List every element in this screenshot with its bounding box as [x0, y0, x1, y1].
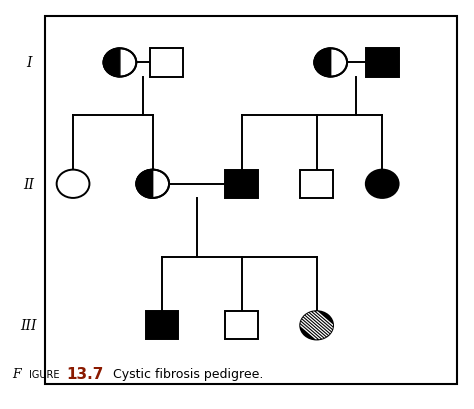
Bar [366, 49, 399, 77]
Bar [146, 311, 178, 339]
Circle shape [137, 170, 169, 198]
Bar [300, 170, 333, 198]
Text: 13.7: 13.7 [66, 366, 103, 382]
Circle shape [300, 311, 333, 339]
Bar [150, 49, 183, 77]
Text: IGURE: IGURE [28, 369, 59, 379]
Circle shape [314, 49, 347, 77]
Circle shape [57, 170, 90, 198]
Text: F: F [12, 367, 21, 380]
Text: I: I [26, 56, 31, 70]
Circle shape [366, 170, 399, 198]
Bar [225, 170, 258, 198]
Polygon shape [103, 49, 120, 77]
Text: II: II [23, 178, 34, 191]
Text: III: III [20, 319, 37, 333]
FancyBboxPatch shape [45, 17, 457, 384]
Text: Cystic fibrosis pedigree.: Cystic fibrosis pedigree. [113, 367, 263, 380]
Bar [225, 311, 258, 339]
Polygon shape [137, 170, 153, 198]
Circle shape [103, 49, 137, 77]
Polygon shape [314, 49, 331, 77]
